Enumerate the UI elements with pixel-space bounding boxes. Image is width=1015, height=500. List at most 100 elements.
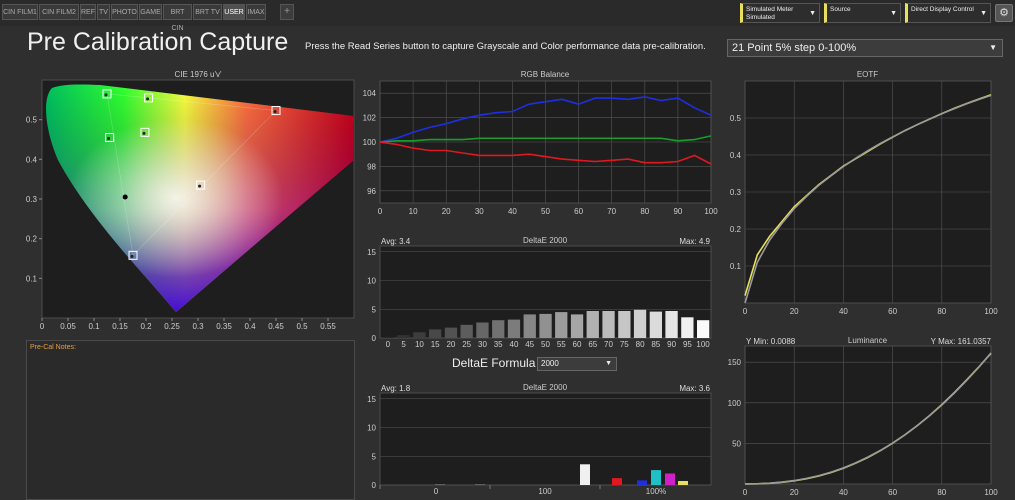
display-control-dropdown[interactable]: Direct Display Control ▼	[905, 3, 991, 23]
x-tick-label: 15	[431, 340, 440, 349]
instruction-text: Press the Read Series button to capture …	[305, 41, 706, 52]
pre-cal-notes[interactable]: Pre-Cal Notes:	[26, 340, 355, 500]
white-point	[122, 194, 128, 200]
bar-5	[397, 335, 410, 338]
color-avg-label: Avg: 1.8	[381, 384, 411, 393]
meter-label: Simulated Meter	[746, 6, 794, 13]
x-tick-label: 75	[620, 340, 629, 349]
tab-brt-cin[interactable]: BRT CIN	[163, 4, 192, 32]
preset-select[interactable]: 21 Point 5% step 0-100% ▼	[727, 39, 1003, 57]
y-tick-label: 5	[372, 452, 377, 461]
bar-25	[460, 324, 473, 338]
chevron-down-icon: ▼	[980, 10, 987, 17]
bar-5	[651, 470, 661, 485]
bar-4	[637, 480, 647, 485]
measured-w	[142, 131, 146, 135]
x-tick-label: 70	[607, 207, 616, 216]
tab-user[interactable]: USER	[223, 4, 245, 20]
cie-chart-title: CIE 1976 u'v'	[174, 70, 222, 79]
measured-c	[107, 137, 111, 141]
bar-40	[507, 319, 521, 338]
bar-7	[678, 481, 688, 485]
x-tick-label: 80	[937, 488, 946, 497]
luminance-title: Luminance	[847, 336, 888, 345]
tab-tv[interactable]: TV	[97, 4, 110, 20]
delta-e-formula-select[interactable]: 2000 ▼	[537, 357, 617, 371]
x-tick-label: 0.05	[60, 322, 76, 331]
color-max-label: Max: 3.6	[679, 384, 710, 393]
meter-dropdown[interactable]: Simulated Meter Simulated ▼	[740, 3, 820, 23]
y-tick-label: 10	[367, 424, 376, 433]
x-tick-label: 20	[790, 307, 799, 316]
formula-value: 2000	[541, 359, 559, 368]
tab-brt-tv[interactable]: BRT TV	[193, 4, 222, 20]
measured-g	[104, 93, 108, 97]
target-m	[196, 180, 206, 190]
target-y	[144, 93, 154, 103]
source-dropdown[interactable]: Source ▼	[824, 3, 901, 23]
measured-b	[130, 254, 134, 258]
x-tick-label: 95	[683, 340, 692, 349]
bar-6	[665, 473, 675, 485]
tab-photo[interactable]: PHOTO	[111, 4, 138, 20]
x-tick-label: 0.2	[140, 322, 152, 331]
y-tick-label: 100	[363, 138, 377, 147]
tab-ref[interactable]: REF	[80, 4, 96, 20]
x-tick-label: 40	[510, 340, 519, 349]
bar-0	[435, 484, 445, 485]
y-tick-label: 104	[363, 89, 377, 98]
source-label: Source	[830, 6, 851, 13]
x-tick-label: 30	[475, 207, 484, 216]
cie-locus-white	[46, 84, 354, 312]
plot-area	[744, 345, 992, 485]
x-tick-label: 40	[839, 488, 848, 497]
target-r	[271, 106, 281, 116]
settings-gear-icon[interactable]: ⚙	[995, 4, 1013, 22]
x-tick-label: 5	[401, 340, 406, 349]
tab-imax[interactable]: IMAX	[246, 4, 266, 20]
x-tick-label: 30	[478, 340, 487, 349]
x-tick-label: 100	[696, 340, 710, 349]
y-tick-label: 15	[367, 248, 376, 257]
x-tick-label: 0	[378, 207, 383, 216]
y-tick-label: 0.4	[730, 151, 742, 160]
tab-game[interactable]: GAME	[139, 4, 162, 20]
add-tab-button[interactable]: +	[280, 4, 294, 20]
series-line-1	[744, 352, 992, 485]
x-tick-label: 80	[636, 340, 645, 349]
bar-75	[618, 311, 631, 338]
target-c	[105, 133, 115, 143]
measured-m	[198, 184, 202, 188]
y-tick-label: 5	[372, 305, 377, 314]
y-tick-label: 102	[363, 114, 377, 123]
notes-label: Pre-Cal Notes:	[30, 344, 76, 351]
y-tick-label: 0.3	[730, 188, 742, 197]
bar-50	[539, 313, 552, 338]
bar-65	[586, 311, 599, 338]
x-tick-label: 0.5	[296, 322, 308, 331]
x-tick-label: 0.55	[320, 322, 336, 331]
y-tick-label: 0	[372, 334, 377, 343]
bar-60	[570, 314, 584, 338]
bar-30	[476, 322, 489, 338]
x-tick-label: 0	[743, 307, 748, 316]
x-tick-label: 65	[588, 340, 597, 349]
tab-cin-film1[interactable]: CIN FILM1	[2, 4, 38, 20]
bar-90	[665, 311, 678, 338]
y-tick-label: 0.5	[26, 116, 38, 125]
x-tick-label: 90	[673, 207, 682, 216]
tab-cin-film2[interactable]: CIN FILM2	[39, 4, 79, 20]
x-tick-label: 85	[651, 340, 660, 349]
x-tick-label: 0.35	[216, 322, 232, 331]
target-b	[128, 250, 138, 260]
x-tick-label: 0.4	[244, 322, 256, 331]
gray-avg-label: Avg: 3.4	[381, 237, 411, 246]
x-tick-label: 40	[508, 207, 517, 216]
x-tick-label: 0.25	[164, 322, 180, 331]
gray-max-label: Max: 4.9	[679, 237, 710, 246]
